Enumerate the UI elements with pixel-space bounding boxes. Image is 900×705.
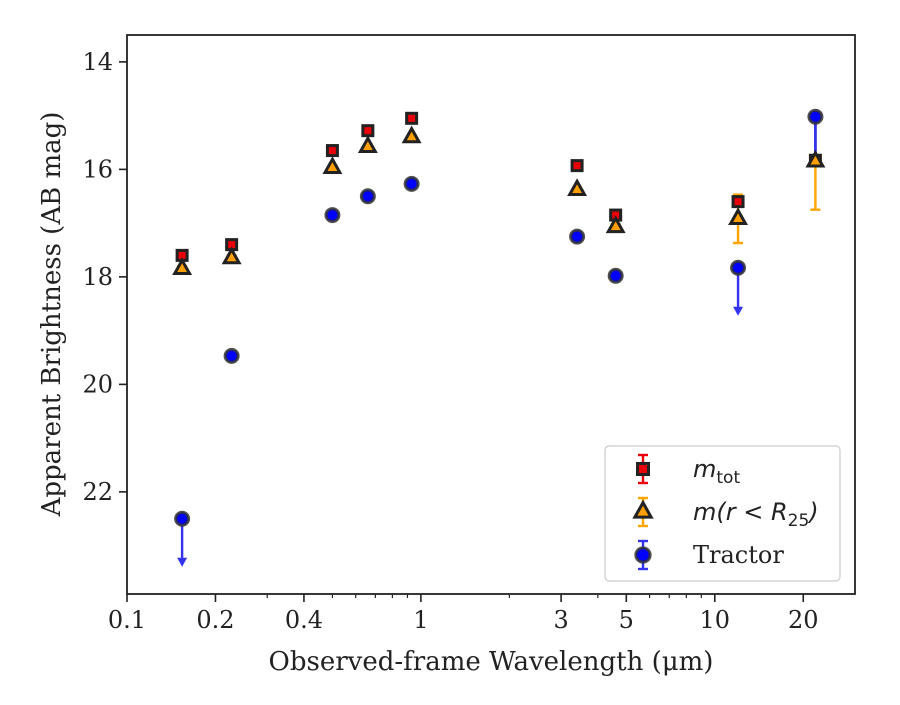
legend-label: m(r < R25) [693, 498, 819, 531]
x-axis-ticks: 0.1 0.2 0.4 1 3 5 10 20 [108, 594, 819, 634]
triangle-marker [728, 207, 749, 225]
x-axis-title: Observed-frame Wavelength (μm) [269, 647, 714, 677]
square-marker [361, 124, 375, 138]
x-tick-label: 0.2 [196, 606, 234, 634]
triangle-marker [172, 257, 193, 275]
square-marker [570, 159, 584, 173]
triangle-marker [401, 125, 422, 144]
y-axis-title: Apparent Brightness (AB mag) [37, 112, 67, 518]
y-tick-label: 18 [82, 263, 113, 291]
x-tick-label: 10 [700, 606, 731, 634]
circle-marker [403, 175, 420, 192]
x-tick-label: 20 [788, 606, 819, 634]
square-marker [731, 195, 745, 209]
triangle-marker [221, 246, 242, 265]
circle-marker [359, 188, 376, 205]
x-tick-label: 3 [553, 606, 568, 634]
y-tick-label: 16 [82, 155, 113, 183]
legend: mtot m(r < R25) Tractor [604, 445, 841, 582]
upper-limit-arrow [177, 557, 188, 567]
square-marker [636, 462, 650, 476]
x-tick-label: 5 [619, 606, 634, 634]
triangle-marker [632, 499, 654, 519]
circle-marker [223, 347, 240, 364]
circle-marker [607, 267, 624, 284]
circle-marker [569, 228, 586, 245]
plot-area-frame [126, 34, 856, 595]
circle-marker [807, 108, 824, 125]
triangle-marker [357, 135, 378, 153]
y-tick-label: 20 [82, 370, 113, 398]
circle-marker [730, 259, 747, 276]
triangle-marker [322, 156, 343, 174]
y-tick-label: 14 [82, 48, 113, 76]
x-tick-label: 1 [413, 606, 428, 634]
triangle-marker [605, 215, 626, 234]
x-tick-label: 0.4 [285, 606, 323, 634]
circle-marker [634, 546, 652, 564]
circle-marker [324, 207, 341, 224]
data-markers [172, 108, 826, 527]
triangle-marker [805, 149, 826, 168]
y-tick-label: 22 [82, 478, 113, 506]
x-tick-label: 0.1 [108, 606, 146, 634]
triangle-marker [567, 178, 588, 196]
square-marker [325, 144, 339, 158]
upper-limit-arrow [733, 306, 744, 316]
legend-label: mtot [693, 455, 740, 488]
circle-marker [174, 510, 191, 527]
legend-label: Tractor [693, 541, 784, 569]
y-axis-ticks: 14 16 18 20 22 [82, 48, 127, 506]
legend-box [604, 445, 841, 582]
square-marker [405, 111, 419, 125]
